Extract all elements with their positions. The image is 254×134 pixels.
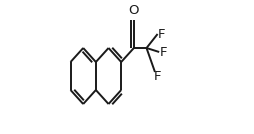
Text: O: O [129, 3, 139, 16]
Text: F: F [158, 27, 166, 40]
Text: F: F [160, 46, 167, 59]
Text: F: F [154, 70, 161, 83]
